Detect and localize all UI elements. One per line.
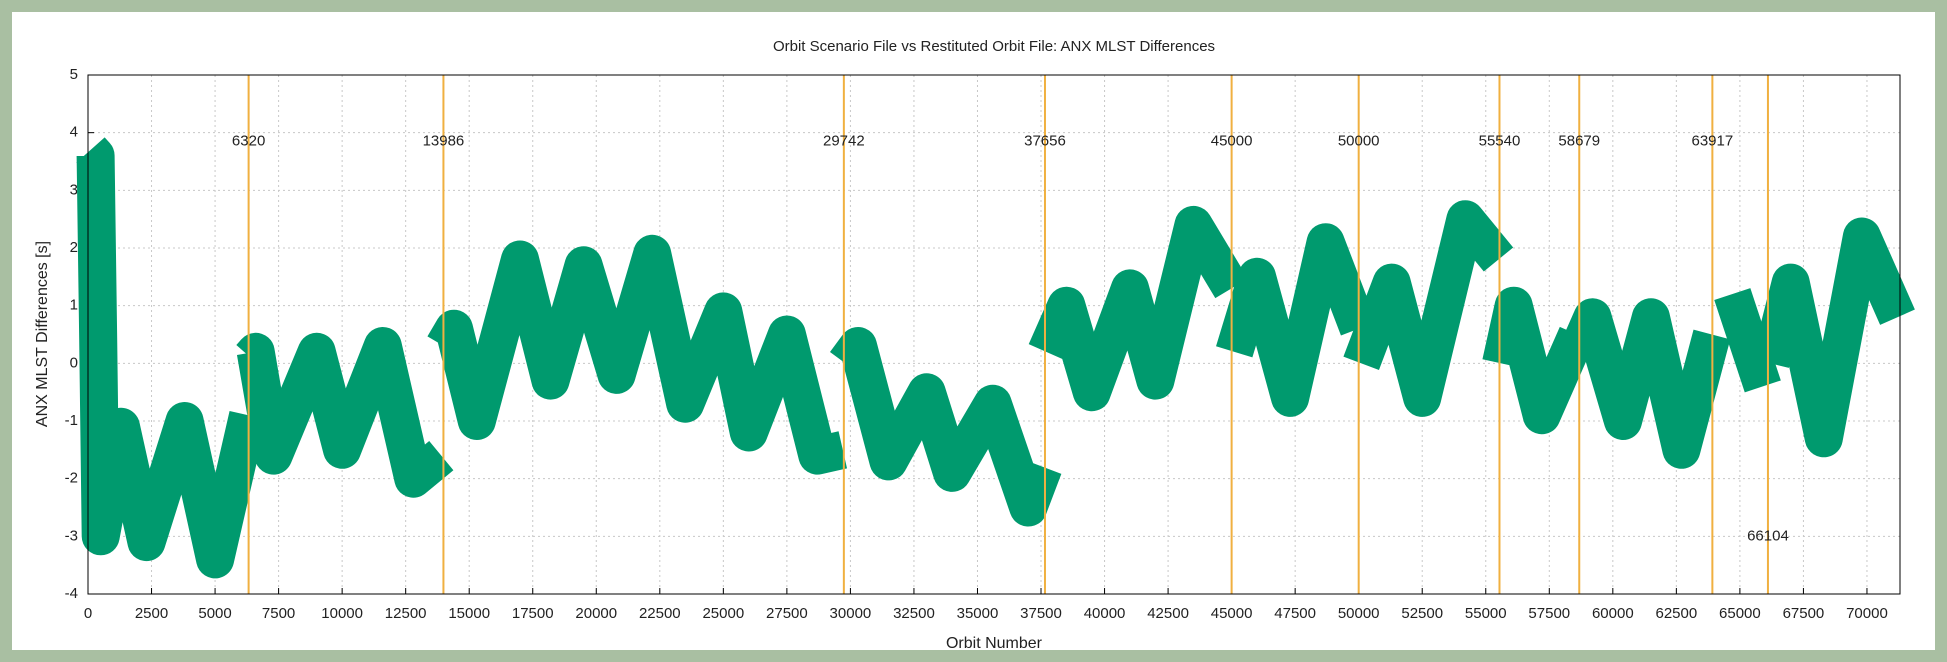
x-tick-label: 42500	[1147, 605, 1189, 622]
x-tick-label: 27500	[766, 605, 808, 622]
y-tick-label: 4	[70, 124, 78, 141]
data-band	[829, 327, 1062, 527]
x-tick-label: 17500	[512, 605, 554, 622]
event-label: 66104	[1747, 527, 1789, 544]
x-tick-label: 67500	[1783, 605, 1825, 622]
x-tick-label: 0	[84, 605, 92, 622]
data-band	[1562, 298, 1731, 469]
y-tick-label: -4	[65, 585, 78, 602]
x-tick-label: 45000	[1211, 605, 1253, 622]
y-tick-label: 1	[70, 297, 78, 314]
y-tick-label: -3	[65, 527, 78, 544]
x-tick-label: 30000	[830, 605, 872, 622]
x-tick-label: 50000	[1338, 605, 1380, 622]
x-tick-label: 47500	[1274, 605, 1316, 622]
x-tick-label: 7500	[262, 605, 295, 622]
x-tick-label: 5000	[198, 605, 231, 622]
x-tick-label: 70000	[1846, 605, 1888, 622]
x-tick-label: 25000	[702, 605, 744, 622]
data-band	[1028, 205, 1248, 412]
event-label: 55540	[1479, 132, 1521, 149]
data-band	[1343, 200, 1514, 417]
x-tick-label: 65000	[1719, 605, 1761, 622]
x-tick-label: 22500	[639, 605, 681, 622]
x-tick-label: 15000	[448, 605, 490, 622]
x-tick-label: 52500	[1401, 605, 1443, 622]
data-band	[1482, 286, 1595, 435]
data-band	[427, 234, 848, 475]
event-label: 6320	[232, 132, 265, 149]
data-band	[1216, 223, 1377, 417]
x-tick-label: 55000	[1465, 605, 1507, 622]
data-band	[236, 327, 454, 498]
data-band	[76, 136, 267, 579]
y-tick-label: -1	[65, 412, 78, 429]
event-label: 63917	[1692, 132, 1734, 149]
x-tick-label: 37500	[1020, 605, 1062, 622]
x-axis-label: Orbit Number	[946, 635, 1043, 652]
chart-title: Orbit Scenario File vs Restituted Orbit …	[773, 38, 1215, 55]
event-label: 13986	[423, 132, 465, 149]
x-tick-label: 10000	[321, 605, 363, 622]
x-tick-label: 40000	[1084, 605, 1126, 622]
x-tick-label: 35000	[957, 605, 999, 622]
x-tick-label: 60000	[1592, 605, 1634, 622]
x-tick-label: 12500	[385, 605, 427, 622]
x-tick-label: 62500	[1655, 605, 1697, 622]
y-tick-label: 2	[70, 239, 78, 256]
x-tick-label: 32500	[893, 605, 935, 622]
y-tick-label: -2	[65, 470, 78, 487]
x-tick-label: 2500	[135, 605, 168, 622]
event-label: 37656	[1024, 132, 1066, 149]
data-band	[1751, 217, 1915, 458]
event-label: 29742	[823, 132, 865, 149]
plot-frame	[87, 74, 1901, 595]
x-tick-label: 57500	[1528, 605, 1570, 622]
data-band	[1714, 288, 1781, 393]
y-tick-label: 5	[70, 66, 78, 83]
event-label: 50000	[1338, 132, 1380, 149]
event-label: 58679	[1558, 132, 1600, 149]
x-tick-label: 20000	[575, 605, 617, 622]
event-label: 45000	[1211, 132, 1253, 149]
y-tick-label: 0	[70, 354, 78, 371]
y-tick-label: 3	[70, 181, 78, 198]
y-axis-label: ANX MLST Differences [s]	[34, 241, 51, 427]
